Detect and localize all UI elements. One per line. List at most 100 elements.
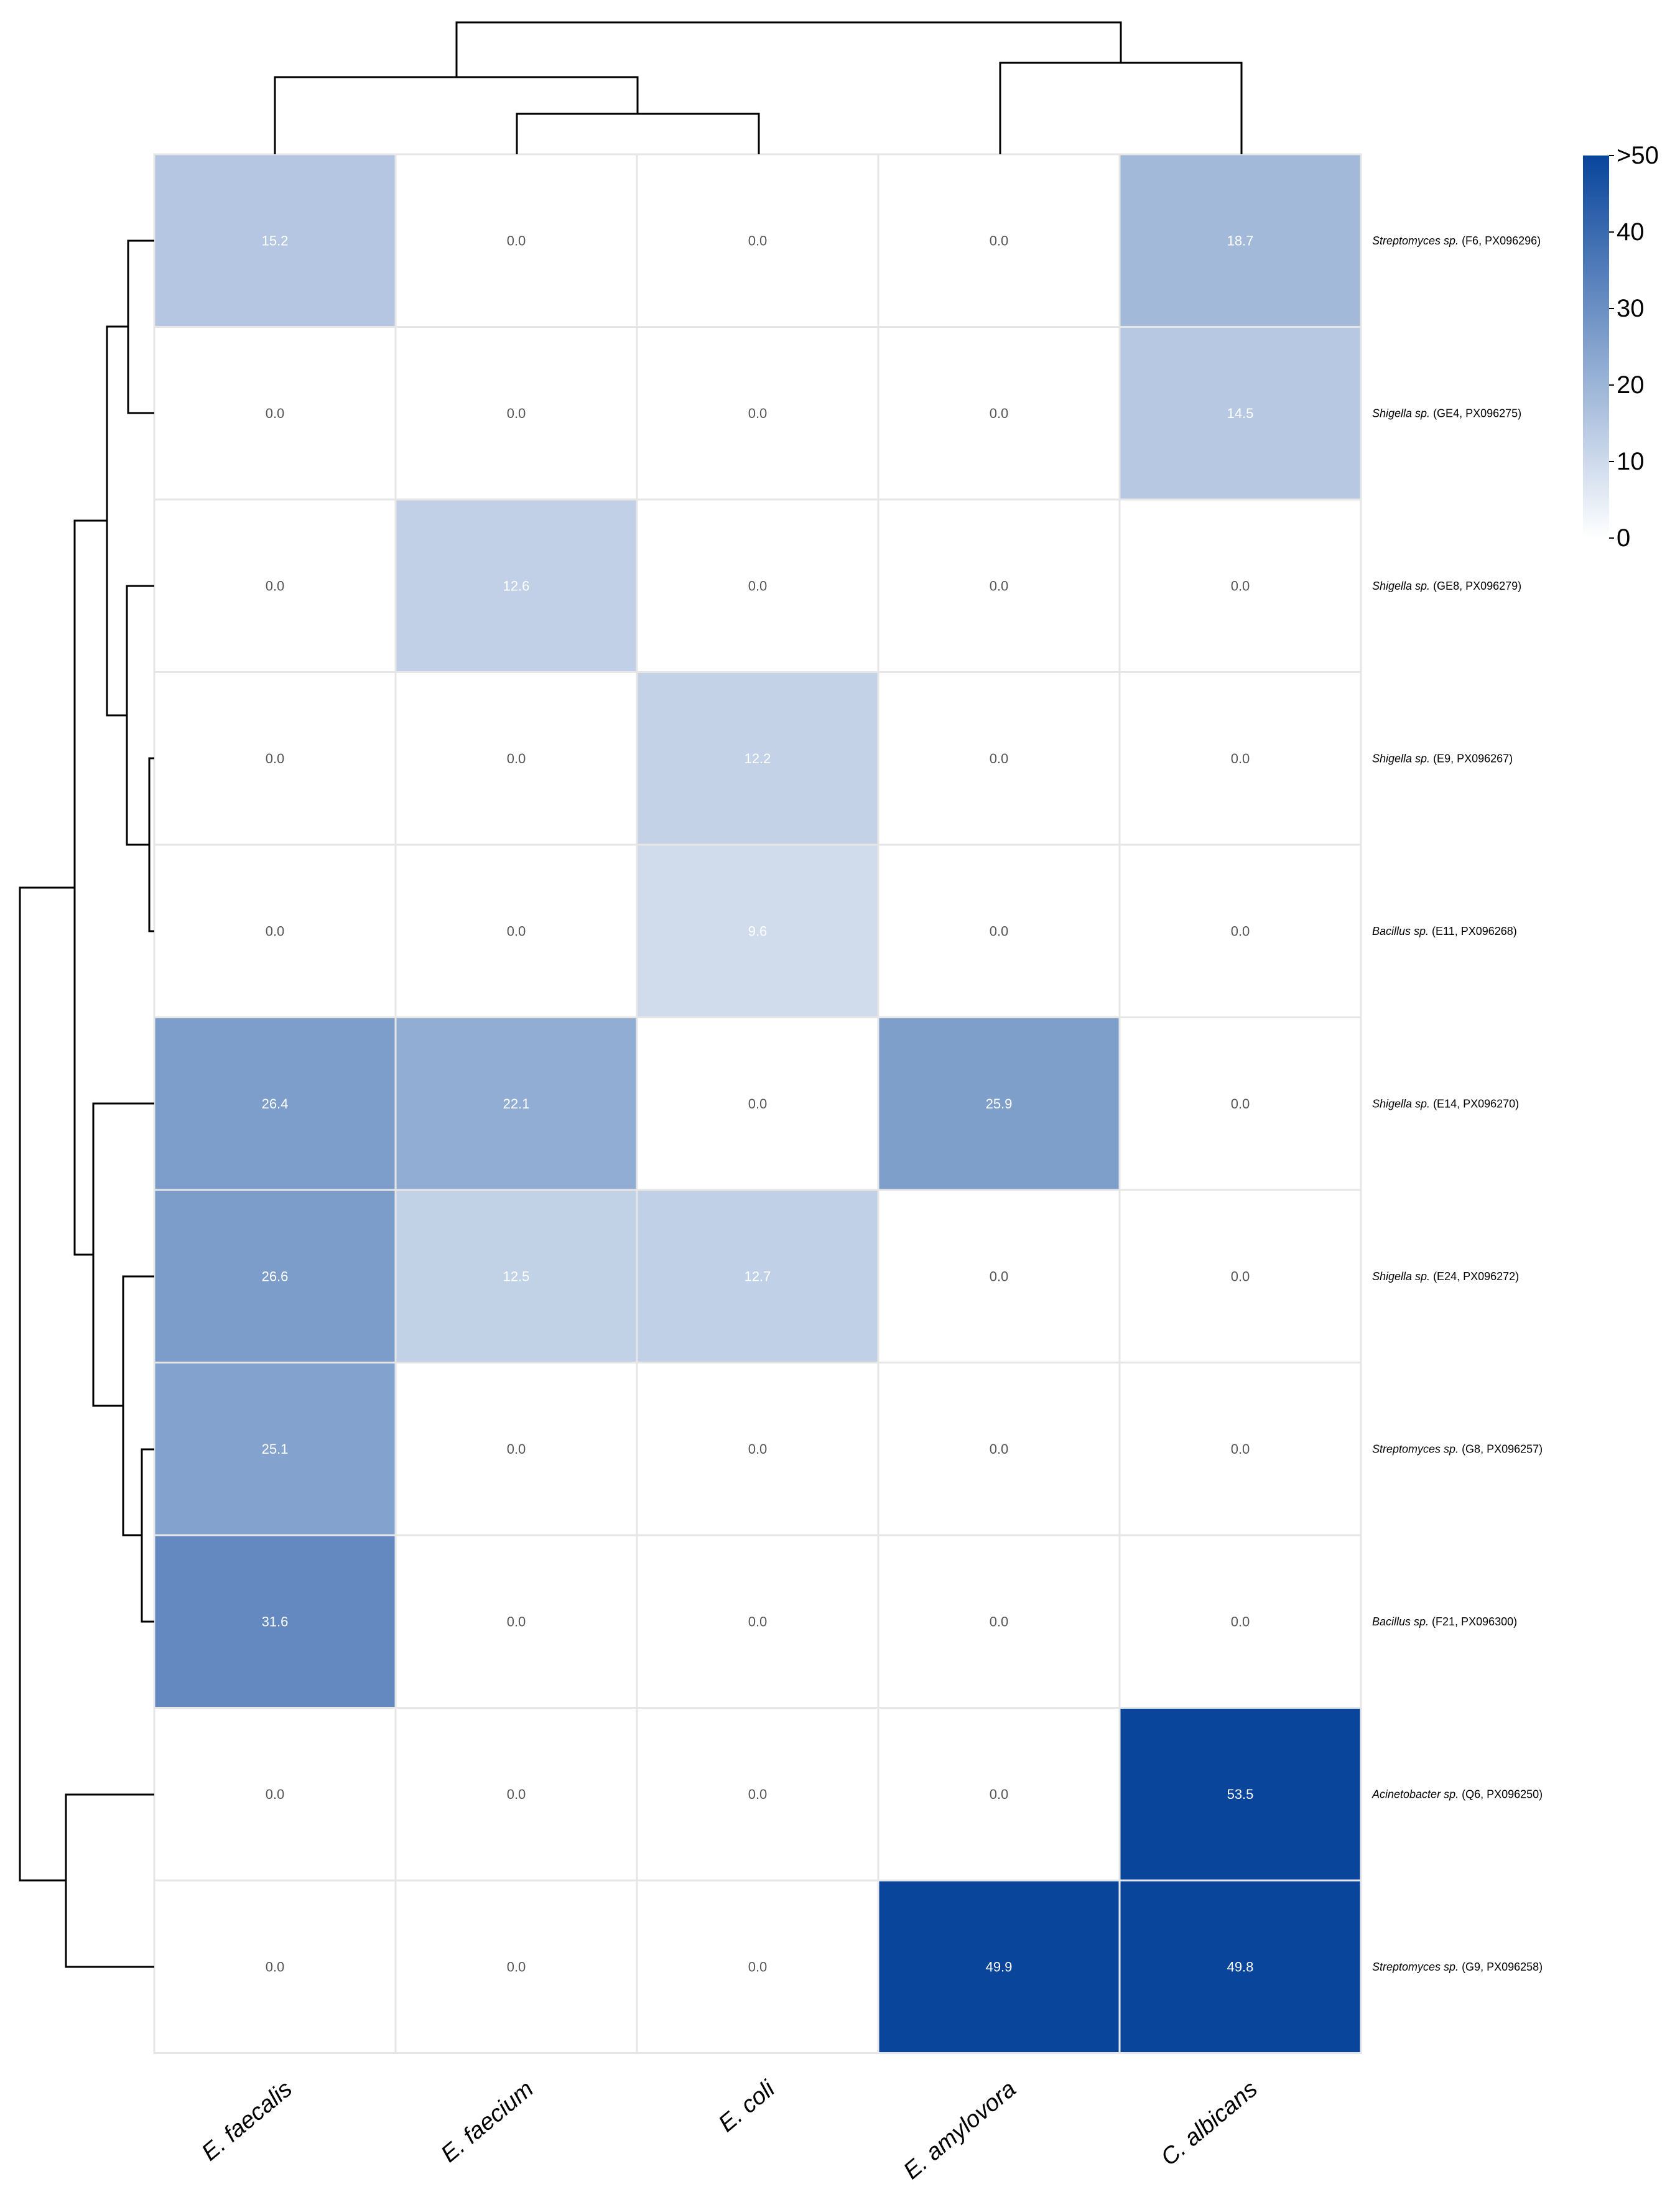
heatmap-cell bbox=[636, 1362, 879, 1536]
row-labels: Streptomyces sp. (F6, PX096296) Shigella … bbox=[1371, 235, 1543, 1973]
cell-value-label: 0.0 bbox=[990, 751, 1009, 766]
heatmap-cell bbox=[394, 498, 638, 673]
heatmap-cell bbox=[636, 671, 879, 846]
row-label: Shigella sp. (E9, PX096267) bbox=[1372, 752, 1513, 764]
heatmap-cell bbox=[877, 498, 1121, 673]
column-dendrogram-branch bbox=[999, 62, 1243, 154]
cell-value-label: 26.6 bbox=[262, 1268, 289, 1284]
cell-value-label: 0.0 bbox=[748, 1959, 768, 1974]
cell-value-label: 0.0 bbox=[1231, 1441, 1250, 1457]
heatmap-cell bbox=[1118, 1707, 1362, 1882]
cell-value-label: 25.9 bbox=[986, 1096, 1013, 1112]
row-dendrogram bbox=[19, 239, 154, 1968]
heatmap-cell bbox=[877, 153, 1121, 328]
cell-value-label: 0.0 bbox=[1231, 578, 1250, 593]
colorbar-gradient bbox=[1583, 156, 1609, 538]
cell-value-label: 0.0 bbox=[990, 1614, 1009, 1629]
heatmap-cell bbox=[636, 843, 879, 1018]
cell-value-label: 18.7 bbox=[1227, 233, 1254, 248]
heatmap-cell bbox=[394, 1362, 638, 1536]
heatmap-cell bbox=[1118, 153, 1362, 328]
heatmap-cell bbox=[877, 1362, 1121, 1536]
cell-value-label: 22.1 bbox=[503, 1096, 530, 1112]
heatmap-cell bbox=[877, 1016, 1121, 1191]
row-label: Streptomyces sp. (G8, PX096257) bbox=[1372, 1442, 1543, 1455]
cell-value-label: 0.0 bbox=[266, 1959, 285, 1974]
heatmap-cell bbox=[153, 843, 397, 1018]
cell-value-label: 0.0 bbox=[990, 1786, 1009, 1802]
heatmap-cell bbox=[636, 1707, 879, 1882]
row-label: Shigella sp. (GE8, PX096279) bbox=[1372, 580, 1521, 592]
colorbar-tick-label: 30 bbox=[1617, 295, 1645, 322]
column-label: E. faecalis bbox=[197, 2076, 297, 2166]
cell-value-label: 0.0 bbox=[990, 923, 1009, 939]
cell-value-label: 0.0 bbox=[507, 751, 526, 766]
heatmap-cell bbox=[1118, 498, 1362, 673]
cell-value-label: 0.0 bbox=[1231, 751, 1250, 766]
colorbar: 0 10 20 30 40 >50 bbox=[1583, 142, 1659, 552]
cell-value-label: 0.0 bbox=[990, 1441, 1009, 1457]
row-label: Streptomyces sp. (G9, PX096258) bbox=[1372, 1961, 1543, 1973]
cell-value-label: 12.6 bbox=[503, 578, 530, 593]
heatmap-cell bbox=[153, 1879, 397, 2054]
cell-value-label: 0.0 bbox=[1231, 1268, 1250, 1284]
heatmap-cell bbox=[877, 1879, 1121, 2054]
cell-value-label: 0.0 bbox=[748, 406, 768, 421]
cell-value-label: 26.4 bbox=[262, 1096, 289, 1112]
heatmap-cell bbox=[1118, 1879, 1362, 2054]
cell-value-label: 0.0 bbox=[1231, 923, 1250, 939]
column-label: E. coli bbox=[714, 2075, 781, 2137]
heatmap-cell bbox=[153, 1189, 397, 1363]
cell-value-label: 14.5 bbox=[1227, 406, 1254, 421]
cell-value-label: 0.0 bbox=[507, 1786, 526, 1802]
row-dendrogram-branch bbox=[122, 1275, 154, 1536]
heatmap-cell bbox=[1118, 1016, 1362, 1191]
heatmap-cell bbox=[1118, 1362, 1362, 1536]
heatmap-cell bbox=[394, 153, 638, 328]
heatmap-cell bbox=[1118, 326, 1362, 501]
heatmap-cell bbox=[636, 153, 879, 328]
row-label: Shigella sp. (E14, PX096270) bbox=[1372, 1097, 1519, 1110]
heatmap-cell bbox=[153, 153, 397, 328]
heatmap-cell bbox=[394, 1534, 638, 1709]
cell-value-label: 49.9 bbox=[986, 1959, 1013, 1974]
row-dendrogram-branch bbox=[73, 519, 107, 1256]
row-dendrogram-branch bbox=[141, 1448, 154, 1623]
cell-value-label: 0.0 bbox=[990, 1268, 1009, 1284]
cell-value-label: 15.2 bbox=[262, 233, 289, 248]
column-label: E. faecium bbox=[436, 2076, 539, 2168]
column-dendrogram bbox=[274, 21, 1243, 154]
colorbar-tick-label: >50 bbox=[1617, 142, 1659, 169]
heatmap-cell bbox=[394, 843, 638, 1018]
colorbar-tick-label: 0 bbox=[1617, 524, 1630, 552]
cell-value-label: 0.0 bbox=[507, 406, 526, 421]
heatmap-cell bbox=[636, 1534, 879, 1709]
cell-value-label: 53.5 bbox=[1227, 1786, 1254, 1802]
cell-value-label: 12.5 bbox=[503, 1268, 530, 1284]
row-label: Shigella sp. (E24, PX096272) bbox=[1372, 1270, 1519, 1283]
cell-value-label: 0.0 bbox=[266, 923, 285, 939]
colorbar-tick-label: 10 bbox=[1617, 448, 1645, 475]
heatmap-cell bbox=[153, 1362, 397, 1536]
cell-value-label: 9.6 bbox=[748, 923, 768, 939]
heatmap-cell bbox=[1118, 671, 1362, 846]
cell-value-label: 0.0 bbox=[990, 406, 1009, 421]
heatmap-cells bbox=[153, 153, 1362, 2054]
heatmap-cell bbox=[636, 1879, 879, 2054]
cell-value-label: 0.0 bbox=[748, 578, 768, 593]
cell-value-label: 0.0 bbox=[507, 1959, 526, 1974]
column-labels: E. faecalis E. faecium E. coli E. amylovora… bbox=[197, 2075, 1262, 2185]
cell-value-label: 0.0 bbox=[266, 751, 285, 766]
cell-value-label: 0.0 bbox=[748, 233, 768, 248]
column-dendrogram-branch bbox=[516, 113, 760, 154]
column-dendrogram-branch bbox=[274, 76, 639, 154]
cell-value-label: 0.0 bbox=[266, 406, 285, 421]
row-dendrogram-branch bbox=[106, 325, 128, 717]
heatmap-cell bbox=[1118, 1189, 1362, 1363]
cell-value-label: 0.0 bbox=[1231, 1614, 1250, 1629]
cell-value-label: 0.0 bbox=[266, 1786, 285, 1802]
cell-value-label: 0.0 bbox=[748, 1786, 768, 1802]
heatmap-cell bbox=[1118, 843, 1362, 1018]
